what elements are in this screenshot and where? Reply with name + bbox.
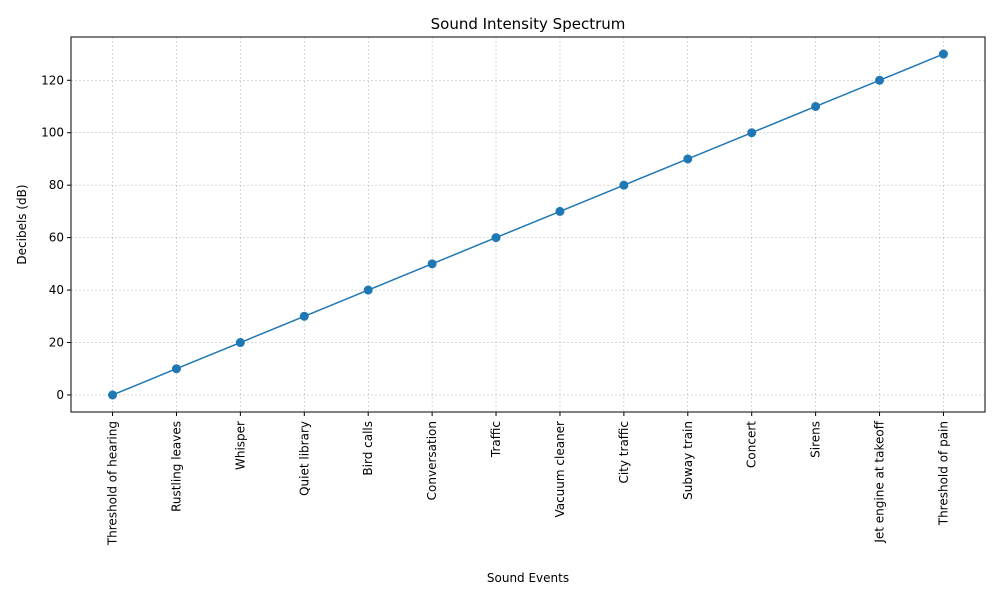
x-tick-label: Bird calls	[361, 421, 375, 476]
data-point	[875, 75, 885, 85]
x-tick-label: City traffic	[617, 421, 631, 484]
data-point	[811, 101, 821, 111]
y-axis-title: Decibels (dB)	[15, 184, 29, 264]
data-point	[619, 180, 629, 190]
x-axis-title: Sound Events	[487, 571, 569, 585]
x-tick-label: Jet engine at takeoff	[873, 420, 887, 543]
data-point	[747, 128, 757, 138]
data-point	[555, 206, 565, 216]
y-tick-label: 40	[49, 283, 64, 297]
data-point	[427, 259, 437, 269]
x-tick-label: Rustling leaves	[169, 421, 183, 512]
y-tick-label: 60	[49, 231, 64, 245]
series-sound-levels	[108, 49, 948, 400]
x-tick-label: Threshold of hearing	[106, 421, 120, 546]
y-axis: 0 20 40 60 80 100 120	[41, 73, 71, 402]
data-point	[683, 154, 693, 164]
data-point	[108, 390, 118, 400]
y-tick-label: 80	[49, 178, 64, 192]
x-tick-label: Sirens	[809, 421, 823, 458]
y-tick-label: 20	[49, 336, 64, 350]
data-point	[299, 311, 309, 321]
x-tick-label: Whisper	[233, 421, 247, 470]
data-point	[171, 364, 181, 374]
x-tick-label: Concert	[745, 421, 759, 468]
y-tick-label: 120	[41, 73, 64, 87]
x-axis: Threshold of hearing Rustling leaves Whisp…	[106, 412, 950, 546]
data-point	[938, 49, 948, 59]
data-point	[363, 285, 373, 295]
x-tick-label: Vacuum cleaner	[553, 421, 567, 518]
y-tick-label: 100	[41, 126, 64, 140]
data-point	[235, 338, 245, 348]
y-tick-label: 0	[56, 388, 64, 402]
grid	[71, 37, 985, 412]
series-line	[112, 53, 944, 396]
plot-area-frame	[70, 36, 986, 413]
x-tick-label: Traffic	[489, 421, 503, 458]
x-tick-label: Quiet library	[297, 421, 311, 496]
chart-title: Sound Intensity Spectrum	[431, 15, 626, 33]
x-tick-label: Conversation	[425, 421, 439, 500]
x-tick-label: Threshold of pain	[936, 421, 950, 526]
data-point	[491, 233, 501, 243]
x-tick-label: Subway train	[681, 421, 695, 500]
